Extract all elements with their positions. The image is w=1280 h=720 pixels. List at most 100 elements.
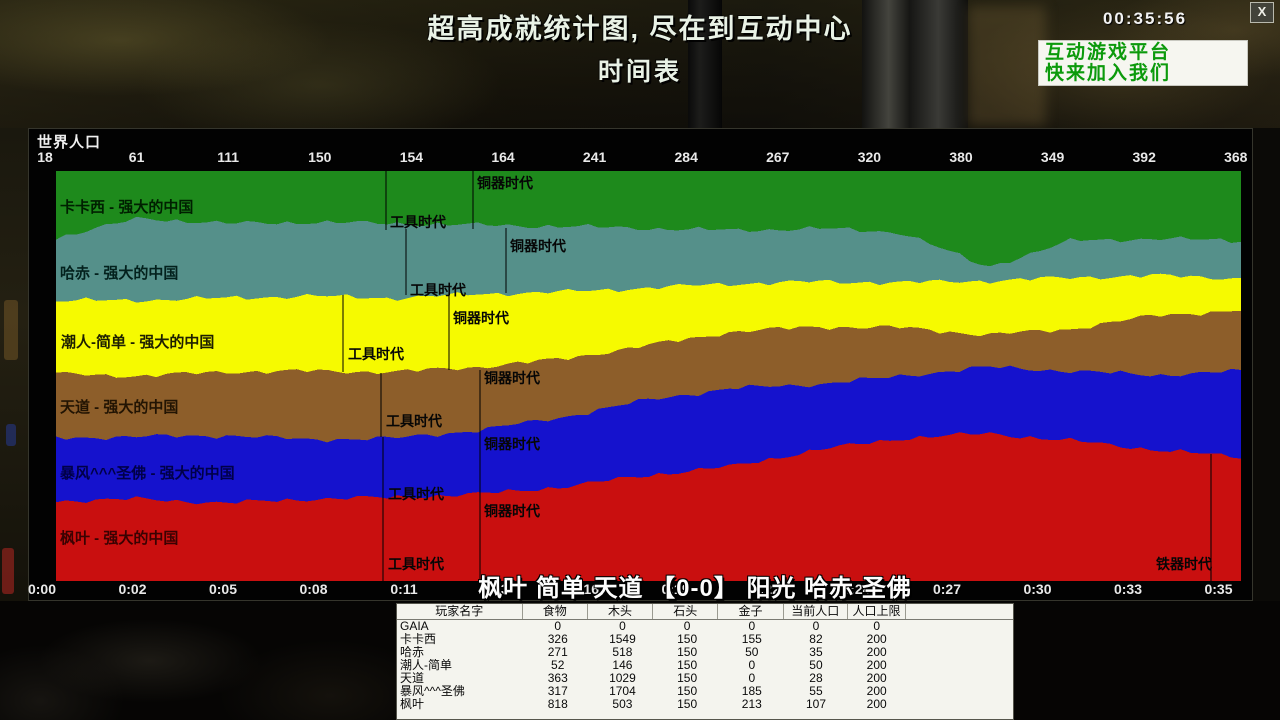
population-value: 111 <box>217 149 240 165</box>
table-cell: 326 <box>547 633 568 646</box>
time-axis-label: 0:05 <box>208 581 238 597</box>
table-cell: 200 <box>866 659 887 672</box>
world-population-label: 世界人口 <box>37 134 102 151</box>
time-axis-label: 0:16 <box>570 581 600 597</box>
population-value: 267 <box>766 149 790 165</box>
table-cell: 363 <box>547 672 568 685</box>
table-cell: 1549 <box>609 633 636 646</box>
table-cell: 哈赤 <box>400 646 425 659</box>
band-label: 枫叶 - 强大的中国 <box>60 529 178 547</box>
table-cell: 35 <box>809 646 823 659</box>
ad-banner[interactable]: 互动游戏平台 快来加入我们 <box>1038 40 1248 86</box>
table-cell: 0 <box>683 620 691 633</box>
table-cell: 28 <box>809 672 823 685</box>
time-axis-label: 0:00 <box>27 581 57 597</box>
population-value: 164 <box>491 149 515 165</box>
table-cell: 155 <box>741 633 762 646</box>
table-cell: 200 <box>866 698 887 711</box>
table-cell: 200 <box>866 685 887 698</box>
population-value: 368 <box>1224 149 1248 165</box>
close-button[interactable]: X <box>1250 2 1274 23</box>
page-title: 超高成就统计图, 尽在到互动中心 <box>427 14 853 44</box>
table-cell: 146 <box>612 659 633 672</box>
table-cell <box>906 698 1013 711</box>
table-header-cell <box>906 604 1013 619</box>
background-right-strip <box>1253 128 1280 601</box>
table-cell: 818 <box>547 698 568 711</box>
age-marker-label-bronze: 铜器时代 <box>484 503 540 519</box>
table-cell: 0 <box>748 620 756 633</box>
page-subtitle: 时间表 <box>597 58 682 86</box>
timeline-chart: 卡卡西 - 强大的中国 哈赤 - 强大的中国 潮人-简单 - 强大的中国 天道 - 强… <box>56 171 1241 581</box>
table-cell: 1029 <box>609 672 636 685</box>
table-cell <box>906 633 1013 646</box>
background-fleck <box>2 548 14 594</box>
table-cell: 150 <box>677 685 698 698</box>
close-icon: X <box>1257 4 1267 19</box>
table-cell: 200 <box>866 672 887 685</box>
table-cell <box>906 646 1013 659</box>
world-population-row: 18 61 111 150 154 164 241 284 267 320 380 349 392 368 <box>29 149 1254 167</box>
table-cell: 卡卡西 <box>400 633 437 646</box>
population-value: 284 <box>674 149 698 165</box>
table-cell: 0 <box>873 620 881 633</box>
table-cell: 150 <box>677 698 698 711</box>
table-cell: 1704 <box>609 685 636 698</box>
ad-banner-line2: 快来加入我们 <box>1045 63 1172 84</box>
table-cell: 271 <box>547 646 568 659</box>
table-cell: 天道 <box>400 672 425 685</box>
table-cell <box>906 620 1013 633</box>
table-cell: 150 <box>677 672 698 685</box>
age-marker-label-tool: 工具时代 <box>348 346 404 362</box>
band-area-暴风^^^圣佛 <box>56 365 1241 505</box>
time-axis-label: 0:22 <box>751 581 781 597</box>
table-cell: 200 <box>866 633 887 646</box>
time-axis-label: 0:27 <box>932 581 962 597</box>
table-cell <box>906 672 1013 685</box>
table-row: 哈赤 271 518 150 50 35 200 <box>397 646 1013 659</box>
table-cell: 518 <box>612 646 633 659</box>
players-summary-overlay: 枫叶 简单 天道 【0-0】 阳光 哈赤 圣佛 <box>478 575 912 602</box>
time-axis-label: 0:24 <box>842 581 871 597</box>
background-left-strip <box>0 128 28 601</box>
population-value: 18 <box>37 149 53 165</box>
time-axis-label: 0:02 <box>118 581 147 597</box>
table-row: GAIA 0 0 0 0 0 0 <box>397 620 1013 633</box>
age-marker-label-iron: 铁器时代 <box>1156 556 1212 572</box>
table-cell: 82 <box>809 633 823 646</box>
table-header-cell: 当前人口 <box>784 604 848 619</box>
resources-table: 玩家名字 食物 木头 石头 金子 当前人口 人口上限 GAIA 0 0 0 0 0 0 卡卡西 326 1549… <box>396 603 1014 720</box>
age-marker-label-bronze: 铜器时代 <box>510 238 566 254</box>
age-marker-label-tool: 工具时代 <box>386 413 442 429</box>
age-marker-label-tool: 工具时代 <box>388 486 444 502</box>
table-row: 潮人-简单 52 146 150 0 50 200 <box>397 659 1013 672</box>
band-label: 暴风^^^圣佛 - 强大的中国 <box>60 464 235 482</box>
table-cell: 150 <box>677 646 698 659</box>
table-cell: 52 <box>551 659 565 672</box>
table-cell: 枫叶 <box>400 698 425 711</box>
stats-panel: 世界人口 18 61 111 150 154 164 241 284 267 320 380 349 3… <box>28 128 1253 601</box>
time-axis-label: 0:08 <box>299 581 328 597</box>
table-header-cell: 人口上限 <box>848 604 907 619</box>
band-area-潮人-简单 <box>56 273 1241 378</box>
table-row: 暴风^^^圣佛 317 1704 150 185 55 200 <box>397 685 1013 698</box>
age-marker-label-tool: 工具时代 <box>390 214 446 230</box>
game-timer: 00:35:56 <box>1102 9 1188 28</box>
table-cell: 503 <box>612 698 633 711</box>
table-header-cell: 食物 <box>523 604 588 619</box>
background-pillar <box>688 0 722 128</box>
age-marker-label-tool: 工具时代 <box>410 282 466 298</box>
table-cell: 185 <box>741 685 762 698</box>
table-cell: 55 <box>809 685 823 698</box>
table-header-cell: 玩家名字 <box>397 604 523 619</box>
table-cell: 200 <box>866 646 887 659</box>
table-header-cell: 石头 <box>653 604 719 619</box>
table-cell: 213 <box>741 698 762 711</box>
time-axis: 0:00 0:02 0:05 0:08 0:11 0:13 0:16 0:19 0:22 0:24… <box>28 581 1254 599</box>
table-row: 天道 363 1029 150 0 28 200 <box>397 672 1013 685</box>
table-cell: 0 <box>748 672 756 685</box>
table-cell: 0 <box>812 620 820 633</box>
table-cell: 50 <box>809 659 823 672</box>
ad-banner-line1: 互动游戏平台 <box>1045 42 1172 63</box>
table-cell: 0 <box>748 659 756 672</box>
